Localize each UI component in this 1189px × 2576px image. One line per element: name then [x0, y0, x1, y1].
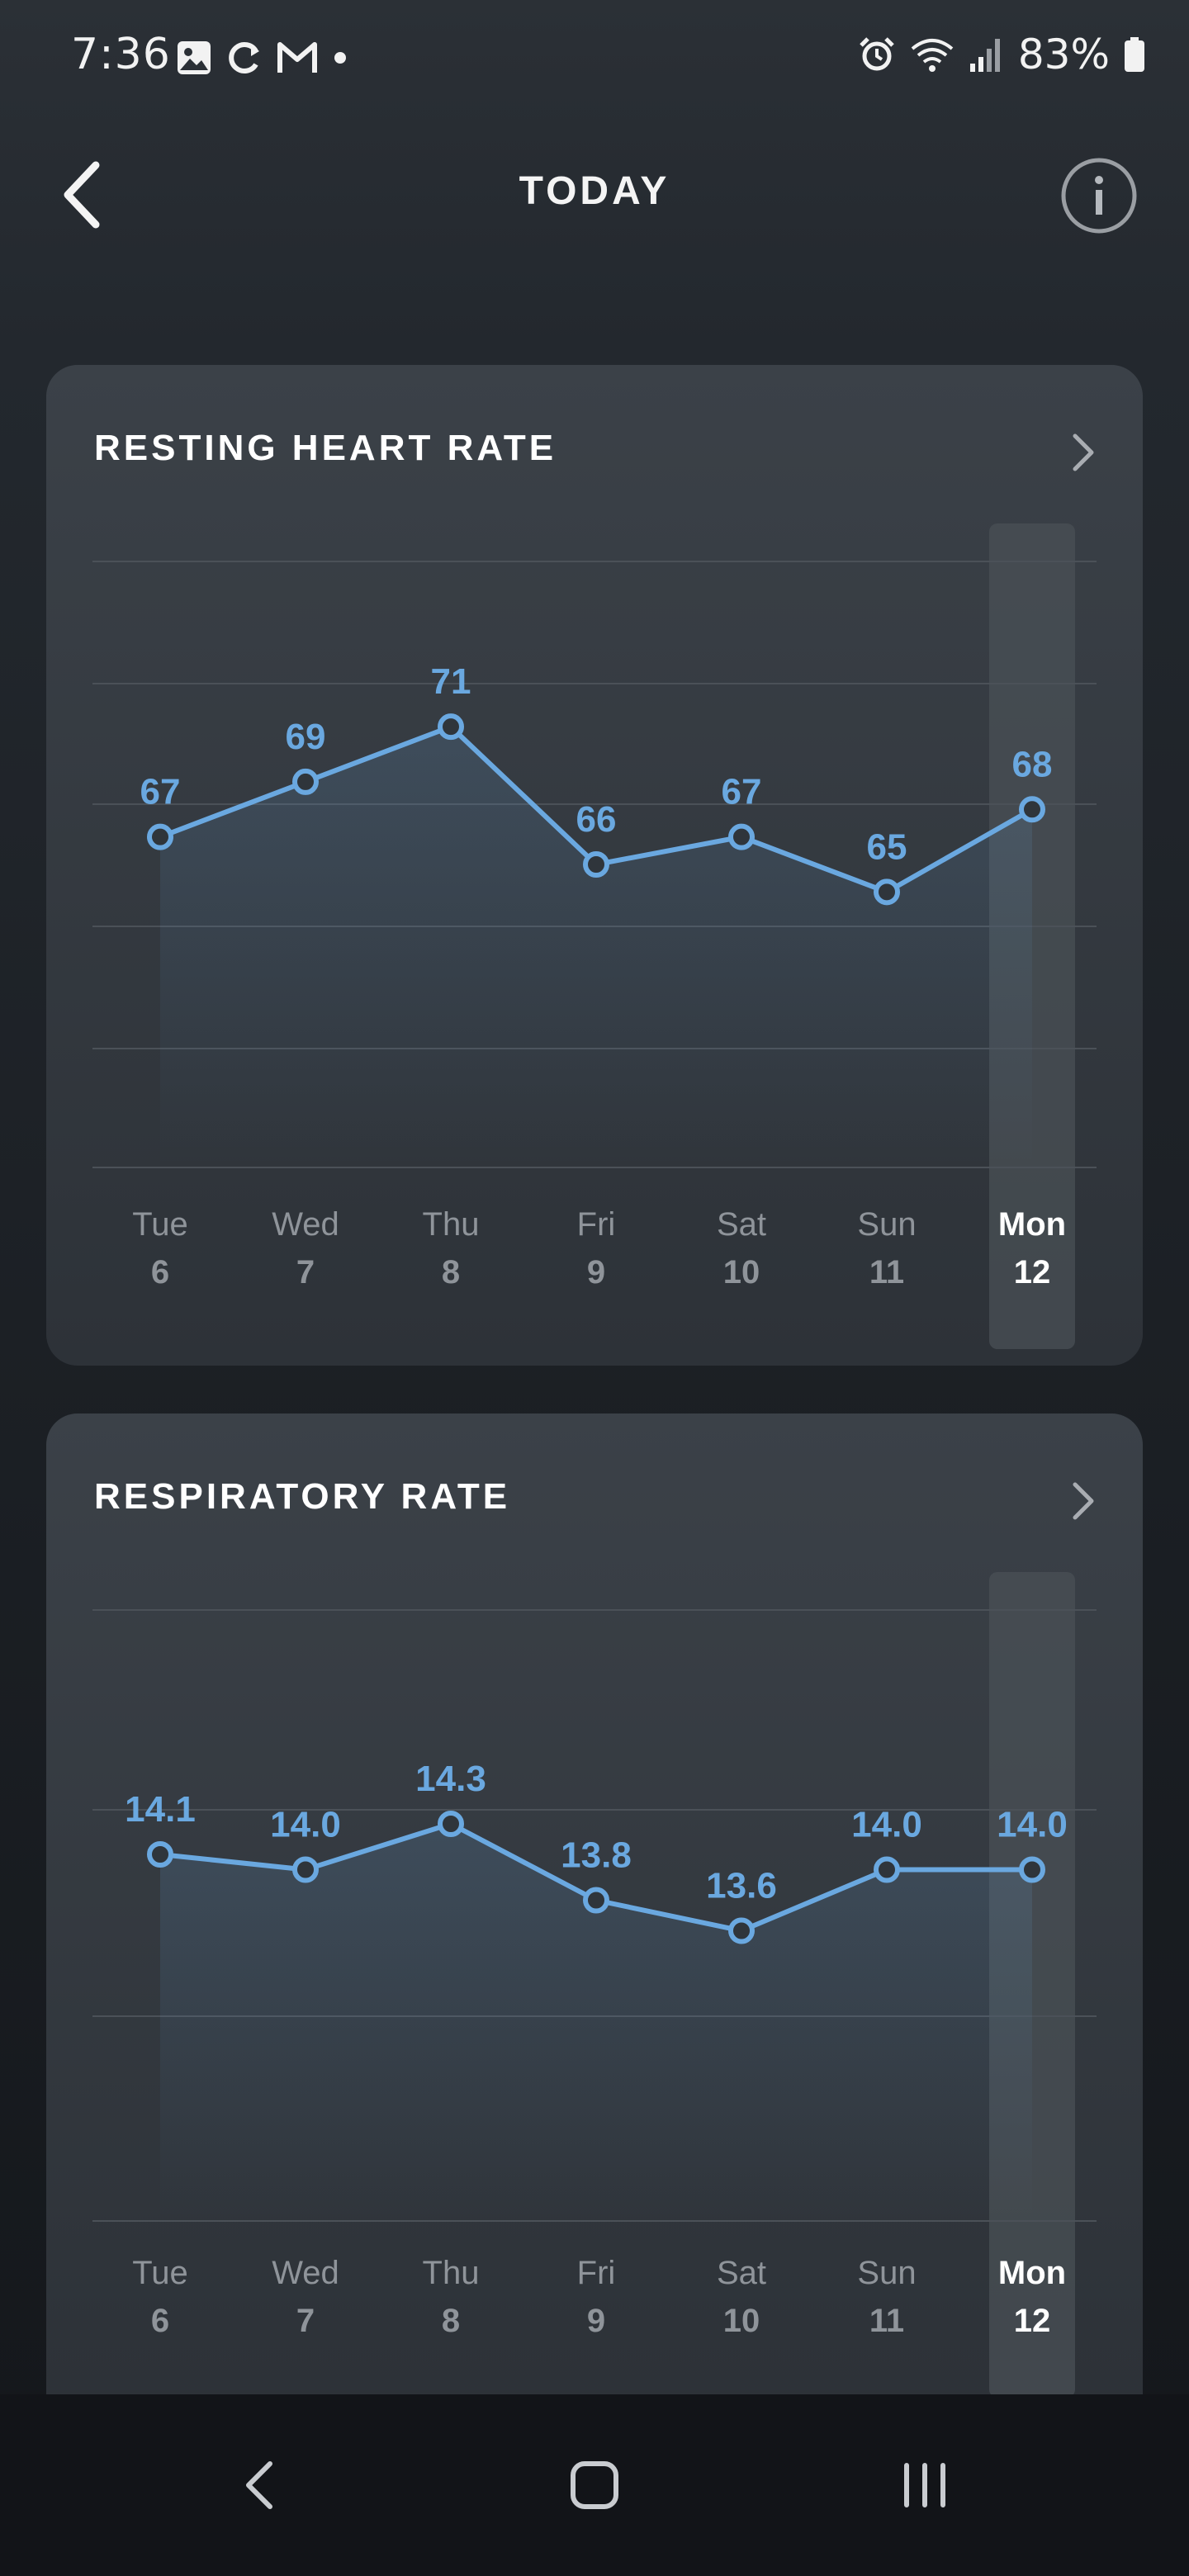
data-label: 66 [576, 799, 617, 840]
home-nav-icon [571, 2461, 618, 2509]
respiratory-rate-chart: 14.1 14.0 14.3 13.8 13.6 14.0 14.0 Tue 6 Wed 7 Thu 8… [92, 1572, 1097, 2394]
nav-back-button[interactable] [219, 2444, 301, 2526]
x-tick-date: 11 [869, 1254, 904, 1290]
image-icon [178, 41, 211, 74]
data-point [292, 1856, 319, 1883]
x-tick-day: Mon [998, 2255, 1066, 2291]
chevron-right-icon[interactable] [1067, 1476, 1100, 1526]
data-point [1019, 1856, 1045, 1883]
data-point [147, 1841, 173, 1868]
x-tick-day: Tue [132, 2255, 187, 2291]
data-point [292, 768, 319, 795]
series-area [160, 1824, 1032, 2221]
data-label: 14.1 [125, 1789, 196, 1830]
data-point [147, 823, 173, 850]
x-tick-day: Sun [857, 2255, 916, 2291]
x-tick-day: Fri [577, 1206, 616, 1243]
x-tick-day: Thu [423, 1206, 480, 1243]
x-tick-date: 6 [151, 1254, 169, 1290]
data-label: 14.3 [415, 1759, 486, 1799]
nav-home-button[interactable] [553, 2444, 636, 2526]
data-point [583, 851, 609, 878]
page-title: TODAY [519, 169, 670, 213]
info-button[interactable] [1060, 157, 1138, 234]
data-label: 69 [286, 717, 326, 757]
x-tick-day: Sun [857, 1206, 916, 1243]
x-tick-date: 9 [587, 2303, 605, 2339]
status-icons-left [175, 33, 350, 83]
data-point [438, 713, 464, 741]
x-tick-day: Tue [132, 1206, 187, 1243]
data-point [728, 1917, 755, 1944]
x-tick-day: Mon [998, 1206, 1066, 1243]
data-label: 67 [140, 772, 181, 812]
data-point [438, 1811, 464, 1837]
x-tick-day: Sat [717, 1206, 766, 1243]
battery-percentage: 83% [1017, 31, 1110, 78]
signal-icon [969, 39, 1000, 72]
resting-heart-rate-card[interactable]: RESTING HEART RATE 67 69 71 66 67 65 68 Tue 6 Wed… [46, 365, 1143, 1366]
x-tick-day: Wed [272, 2255, 339, 2291]
x-tick-date: 12 [1014, 2303, 1051, 2339]
data-point [874, 1856, 900, 1883]
x-tick-date: 10 [723, 1254, 760, 1290]
x-tick-day: Fri [577, 2255, 616, 2291]
data-point [583, 1887, 609, 1914]
data-point [874, 878, 900, 906]
info-icon [1061, 158, 1137, 234]
data-label: 67 [722, 772, 762, 812]
resting-heart-rate-chart: 67 69 71 66 67 65 68 Tue 6 Wed 7 Thu 8 Fri 9 Sat 10 Sun 11… [92, 523, 1097, 1349]
chevron-left-icon [64, 161, 100, 229]
x-tick-day: Sat [717, 2255, 766, 2291]
respiratory-rate-card[interactable]: RESPIRATORY RATE 14.1 14.0 14.3 13.8 13.6 14.… [46, 1413, 1143, 2394]
x-tick-date: 7 [296, 1254, 315, 1290]
card-title: RESTING HEART RATE [94, 428, 557, 468]
x-tick-date: 8 [442, 1254, 460, 1290]
x-tick-date: 11 [869, 2303, 904, 2339]
x-tick-day: Thu [423, 2255, 480, 2291]
wifi-icon [911, 39, 954, 72]
recents-nav-icon [904, 2463, 945, 2507]
sync-icon [229, 42, 259, 73]
data-point [728, 823, 755, 850]
data-label: 65 [867, 826, 907, 867]
status-bar: 7:36 [0, 0, 1189, 116]
data-label: 13.6 [706, 1866, 777, 1906]
data-label: 14.0 [270, 1805, 341, 1845]
dot-icon [334, 52, 346, 64]
system-nav-bar [0, 2394, 1189, 2576]
x-tick-date: 10 [723, 2303, 760, 2339]
data-label: 14.0 [851, 1805, 922, 1845]
data-label: 14.0 [997, 1805, 1068, 1845]
x-tick-date: 12 [1014, 1254, 1051, 1290]
data-point [1019, 796, 1045, 823]
card-title: RESPIRATORY RATE [94, 1476, 511, 1517]
battery-icon [1125, 37, 1144, 72]
data-label: 13.8 [561, 1835, 632, 1876]
back-nav-icon [246, 2461, 272, 2509]
series-area [160, 727, 1032, 1167]
status-time: 7:36 [71, 30, 171, 79]
x-tick-date: 6 [151, 2303, 169, 2339]
status-icons-right: 83% [858, 30, 1146, 79]
x-tick-day: Wed [272, 1206, 339, 1243]
nav-recents-button[interactable] [883, 2444, 966, 2526]
gmail-icon [277, 42, 317, 73]
alarm-icon [860, 37, 894, 71]
x-tick-date: 7 [296, 2303, 315, 2339]
data-label: 68 [1012, 744, 1053, 784]
x-tick-date: 9 [587, 1254, 605, 1290]
x-tick-date: 8 [442, 2303, 460, 2339]
chevron-right-icon[interactable] [1067, 428, 1100, 477]
back-button[interactable] [53, 154, 119, 236]
data-label: 71 [431, 661, 471, 702]
